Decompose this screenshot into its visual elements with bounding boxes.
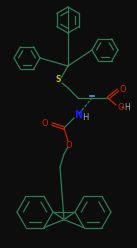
- Text: O: O: [118, 102, 125, 112]
- Text: O: O: [42, 119, 48, 127]
- Text: O: O: [66, 141, 72, 150]
- Text: H: H: [124, 103, 130, 113]
- Text: H: H: [82, 113, 88, 122]
- Text: O: O: [120, 85, 127, 93]
- Text: S: S: [55, 75, 61, 85]
- Text: N: N: [74, 110, 82, 120]
